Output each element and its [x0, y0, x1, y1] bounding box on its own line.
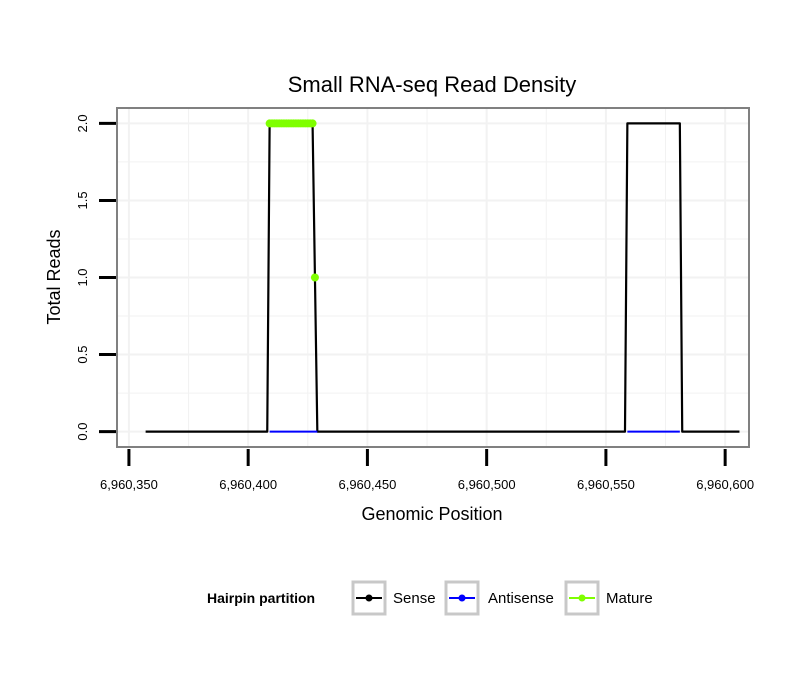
legend-label: Antisense [488, 590, 554, 607]
series-layer [145, 119, 740, 433]
mature-legend-key: Mature [564, 580, 653, 616]
y-tick-label: 1.5 [75, 191, 90, 209]
plot-panel-border [116, 107, 750, 448]
sense-legend-key: Sense [351, 580, 436, 616]
legend-label: Sense [393, 590, 436, 607]
legend-key-dot [365, 594, 373, 602]
chart-title: Small RNA-seq Read Density [288, 72, 577, 97]
x-tick-label: 6,960,450 [338, 477, 396, 492]
mature-point [310, 273, 319, 282]
y-tick-label: 2.0 [75, 114, 90, 132]
y-axis-title: Total Reads [44, 229, 64, 324]
x-tick-label: 6,960,400 [219, 477, 277, 492]
x-axis: 6,960,350 6,960,400 6,960,450 6,960,500 6,96… [100, 449, 754, 492]
x-tick-label: 6,960,350 [100, 477, 158, 492]
y-axis: 0.0 0.5 1.0 1.5 2.0 [75, 114, 116, 441]
legend-title: Hairpin partition [207, 590, 315, 606]
x-tick-label: 6,960,600 [696, 477, 754, 492]
y-tick-label: 0.5 [75, 346, 90, 364]
legend-key-dot [578, 594, 586, 602]
mature-point [308, 119, 317, 128]
y-tick-label: 1.0 [75, 268, 90, 286]
legend-key-dot [458, 594, 466, 602]
y-tick-label: 0.0 [75, 423, 90, 441]
legend-label: Mature [606, 590, 653, 607]
x-axis-title: Genomic Position [361, 504, 502, 524]
legend: Hairpin partition Sense Antisense Mature [207, 580, 653, 616]
x-tick-label: 6,960,500 [458, 477, 516, 492]
antisense-legend-key: Antisense [444, 580, 554, 616]
sense-series-line [145, 122, 740, 433]
grid [117, 108, 749, 447]
x-tick-label: 6,960,550 [577, 477, 635, 492]
